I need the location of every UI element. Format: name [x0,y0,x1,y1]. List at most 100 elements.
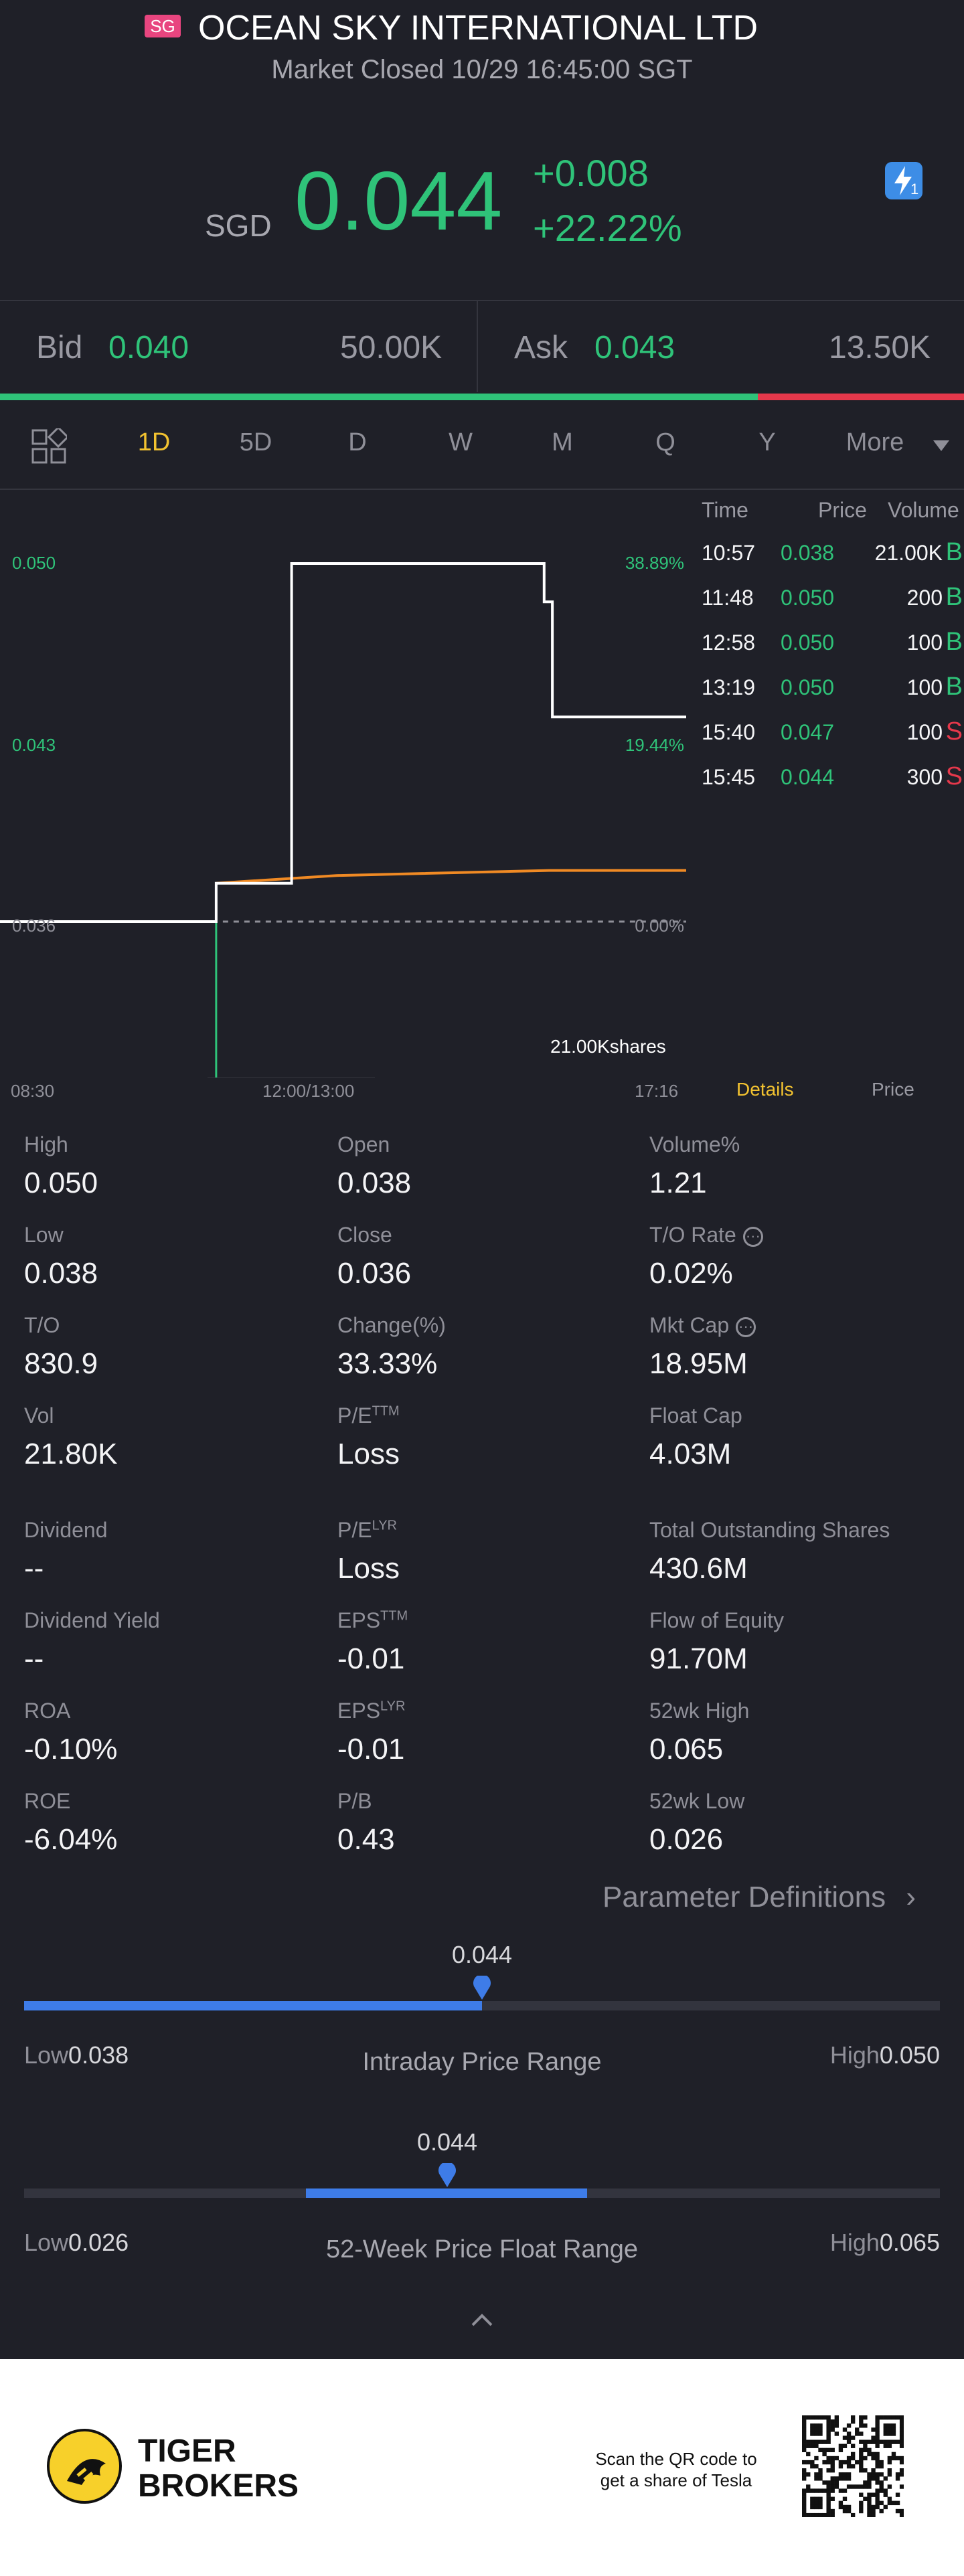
stat-label-text: Flow of Equity [649,1608,784,1632]
parameter-definitions-label: Parameter Definitions [602,1881,886,1913]
stat-label: P/ETTM [337,1403,632,1428]
footer-banner: TIGER BROKERS Scan the QR code to get a … [0,2359,964,2576]
stat-cell[interactable]: Mkt Cap ··· 18.95M [649,1313,944,1393]
tab-price[interactable]: Price [872,1079,914,1100]
stat-label: 52wk Low [649,1789,944,1814]
stat-cell: 52wk Low 0.026 [649,1789,944,1869]
stat-label-text: Low [24,1223,64,1247]
stat-cell: Total Outstanding Shares 430.6M [649,1518,944,1598]
tab-more[interactable]: More [846,428,904,456]
y-tick-right: 38.89% [625,553,684,573]
lightning-count: 1 [910,181,919,197]
market-badge: SG [145,15,181,37]
x-tick: 12:00/13:00 [262,1081,354,1101]
stat-label-text: Close [337,1223,392,1247]
stat-cell: 52wk High 0.065 [649,1699,944,1779]
tab-m[interactable]: M [552,428,573,456]
stat-cell: Change(%) 33.33% [337,1313,632,1393]
range-high: High0.050 [830,2041,940,2069]
range-current-value: 0.044 [451,1941,513,1968]
stat-label-text: ROE [24,1789,71,1813]
chevron-down-icon[interactable] [933,440,949,451]
info-icon[interactable]: ··· [742,1226,763,1247]
stat-cell[interactable]: T/O Rate ··· 0.02% [649,1223,944,1303]
stat-label-text: P/B [337,1789,372,1813]
stat-value: 0.02% [649,1257,733,1290]
lightning-icon[interactable]: 1 [885,162,922,199]
range-high: High0.065 [830,2229,940,2257]
stat-label: ROE [24,1789,319,1814]
trade-side: B [945,538,963,566]
stat-label-sup: LYR [372,1518,397,1533]
stat-cell: P/B 0.43 [337,1789,632,1869]
stat-label: T/O [24,1313,319,1338]
stat-label: 52wk High [649,1699,944,1723]
tab-w[interactable]: W [449,428,473,456]
market-status: Market Closed 10/29 16:45:00 SGT [271,55,693,84]
trade-volume: 100 [906,630,943,655]
trade-row: 15:45 0.044 300 S [696,762,964,798]
tab-details[interactable]: Details [736,1079,794,1100]
range-low-value: 0.026 [68,2229,129,2256]
tab-1d[interactable]: 1D [137,428,171,456]
stat-label: Float Cap [649,1403,944,1428]
trade-volume: 300 [906,765,943,789]
brand-line2: BROKERS [138,2468,299,2504]
price-change: +0.008 [533,152,649,194]
stat-label: EPSLYR [337,1699,632,1723]
stat-cell: High 0.050 [24,1132,319,1213]
tab-q[interactable]: Q [655,428,675,456]
stat-label-text: 52wk Low [649,1789,745,1813]
stat-value: 33.33% [337,1347,438,1380]
stat-value: 830.9 [24,1347,98,1380]
trade-row: 11:48 0.050 200 B [696,583,964,619]
stat-label: ROA [24,1699,319,1723]
range-high-label: High [829,2229,880,2256]
ask-ratio-bar [757,394,964,400]
chevron-up-icon[interactable] [470,2308,494,2332]
stat-cell: Float Cap 4.03M [649,1403,944,1484]
trades-header-price: Price [818,498,867,522]
parameter-definitions-link[interactable]: Parameter Definitions › [602,1881,916,1914]
tab-5d[interactable]: 5D [239,428,272,456]
stat-label-text: Mkt Cap [649,1313,730,1337]
stat-label: Open [337,1132,632,1157]
range-low-label: Low [24,2229,69,2256]
trade-time: 13:19 [702,675,756,699]
trade-volume: 100 [906,675,943,699]
intraday-chart[interactable]: 0.050 0.043 0.036 38.89% 19.44% 0.00% 21… [0,492,690,1104]
trade-row: 13:19 0.050 100 B [696,673,964,709]
trade-time: 15:45 [702,765,756,789]
stat-value: 0.038 [337,1167,412,1199]
stat-label: EPSTTM [337,1608,632,1633]
tab-y[interactable]: Y [758,428,776,456]
range-title: 52-Week Price Float Range [325,2235,639,2263]
bid-label: Bid [36,330,83,365]
stat-label-sup: TTM [372,1403,400,1419]
trade-row: 12:58 0.050 100 B [696,628,964,664]
stat-value: 0.038 [24,1257,98,1290]
stat-cell: P/ELYR Loss [337,1518,632,1598]
layout-grid-icon[interactable] [31,426,70,464]
stat-value: 1.21 [649,1167,707,1199]
volume-label: 21.00Kshares [550,1036,666,1057]
stat-label: Total Outstanding Shares [649,1518,944,1543]
last-price: 0.044 [295,155,503,248]
tab-d[interactable]: D [348,428,367,456]
info-icon[interactable]: ··· [736,1316,756,1337]
stat-label-text: Volume% [649,1132,740,1156]
stat-label: Dividend Yield [24,1608,319,1633]
trade-side: B [945,628,963,656]
range-fill [306,2188,588,2198]
stat-cell: EPSLYR -0.01 [337,1699,632,1779]
currency-label: SGD [205,208,272,243]
stat-label: Close [337,1223,632,1248]
stat-cell: ROE -6.04% [24,1789,319,1869]
stat-cell: T/O 830.9 [24,1313,319,1393]
range-current-value: 0.044 [416,2128,478,2156]
stat-label-text: High [24,1132,68,1156]
x-tick: 08:30 [11,1081,54,1101]
range-high-value: 0.050 [879,2041,940,2069]
trade-side: S [945,717,963,746]
trade-price: 0.050 [781,630,835,655]
